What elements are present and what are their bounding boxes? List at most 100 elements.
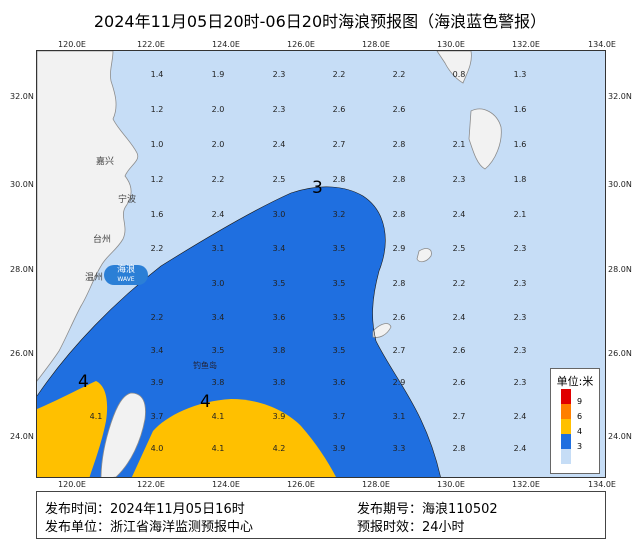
wave-height-value: 1.2 (150, 175, 164, 184)
legend-label: 9 (577, 397, 583, 406)
wave-height-value: 2.3 (513, 378, 527, 387)
wave-height-value: 2.3 (272, 105, 286, 114)
wave-height-value: 2.0 (211, 140, 225, 149)
wave-height-value: 3.1 (392, 412, 406, 421)
wave-height-value: 4.0 (150, 444, 164, 453)
wave-height-value: 3.9 (150, 378, 164, 387)
wave-height-value: 3.5 (332, 313, 346, 322)
ryukyu-island (372, 323, 392, 338)
y-tick: 24.0N (608, 432, 632, 441)
wave-height-value: 3.5 (332, 279, 346, 288)
legend-item: 6 (557, 404, 599, 421)
wave-height-value: 3.7 (332, 412, 346, 421)
legend-items: 9 6 4 3 (551, 389, 599, 464)
legend-label: 6 (577, 412, 583, 421)
x-tick: 130.0E (437, 40, 465, 49)
wave-height-value: 0.8 (452, 70, 466, 79)
place-label: 嘉兴 (96, 157, 115, 167)
wave-height-value: 1.2 (150, 105, 164, 114)
wave-height-value: 2.5 (452, 244, 466, 253)
wave-height-value: 2.3 (513, 346, 527, 355)
wave-height-value: 3.1 (211, 244, 225, 253)
wave-height-value: 1.6 (150, 210, 164, 219)
place-label: 温州 (85, 273, 104, 283)
x-tick: 134.0E (588, 40, 616, 49)
wave-zone-4m-west (37, 381, 108, 477)
legend-swatch (561, 419, 571, 434)
wave-height-value: 2.6 (452, 346, 466, 355)
wave-height-value: 2.8 (392, 279, 406, 288)
wave-height-value: 3.3 (392, 444, 406, 453)
map-canvas (37, 51, 605, 477)
wave-height-value: 2.4 (513, 412, 527, 421)
wave-height-value: 1.6 (513, 105, 527, 114)
contour-label: 4 (200, 392, 211, 412)
place-label: 宁波 (118, 195, 137, 205)
taiwan-land (100, 392, 146, 477)
publish-unit: 发布单位：浙江省海洋监测预报中心 (45, 520, 254, 535)
wave-height-value: 3.7 (150, 412, 164, 421)
logo-subtext: WAVE (117, 276, 135, 283)
x-tick: 122.0E (137, 40, 165, 49)
y-tick: 26.0N (10, 349, 34, 358)
x-tick: 120.0E (58, 40, 86, 49)
wave-height-value: 1.9 (211, 70, 225, 79)
wave-height-value: 3.2 (332, 210, 346, 219)
wave-height-value: 3.5 (211, 346, 225, 355)
wave-height-value: 2.6 (452, 378, 466, 387)
place-label: 钓鱼岛 (193, 361, 217, 370)
x-tick: 134.0E (588, 480, 616, 489)
wave-height-value: 2.4 (513, 444, 527, 453)
wave-height-value: 2.1 (513, 210, 527, 219)
wave-height-value: 2.3 (272, 70, 286, 79)
wave-height-value: 3.5 (332, 244, 346, 253)
legend-swatch (561, 404, 571, 419)
wave-logo: 海浪 WAVE (104, 265, 148, 285)
x-tick: 132.0E (512, 40, 540, 49)
place-label: 台州 (93, 235, 112, 245)
wave-height-value: 1.6 (513, 140, 527, 149)
wave-height-value: 3.6 (272, 313, 286, 322)
wave-height-value: 3.8 (211, 378, 225, 387)
wave-height-value: 2.6 (392, 313, 406, 322)
wave-zone-4m-east (131, 399, 336, 477)
wave-height-value: 2.4 (452, 313, 466, 322)
y-tick: 24.0N (10, 432, 34, 441)
wave-height-value: 3.9 (272, 412, 286, 421)
y-tick: 32.0N (608, 92, 632, 101)
legend-item: 4 (557, 419, 599, 436)
legend-swatch (561, 449, 571, 464)
legend-label: 4 (577, 427, 583, 436)
wave-height-value: 3.5 (332, 346, 346, 355)
x-tick: 128.0E (362, 480, 390, 489)
wave-height-value: 2.6 (392, 105, 406, 114)
wave-height-value: 3.8 (272, 346, 286, 355)
wave-height-value: 4.1 (211, 444, 225, 453)
legend-swatch (561, 434, 571, 449)
legend: 单位:米 9 6 4 3 (550, 368, 600, 474)
wave-height-value: 2.8 (392, 140, 406, 149)
mainland-land (37, 51, 139, 382)
wave-height-value: 4.2 (272, 444, 286, 453)
info-footer: 发布时间：2024年11月05日16时 发布单位：浙江省海洋监测预报中心 发布期… (36, 491, 606, 539)
wave-height-value: 2.2 (452, 279, 466, 288)
wave-height-value: 3.9 (332, 444, 346, 453)
x-tick: 128.0E (362, 40, 390, 49)
wave-height-value: 1.3 (513, 70, 527, 79)
wave-height-value: 2.6 (332, 105, 346, 114)
map-title: 2024年11月05日20时-06日20时海浪预报图（海浪蓝色警报） (93, 12, 547, 31)
wave-height-value: 4.1 (211, 412, 225, 421)
legend-label: 3 (577, 442, 583, 451)
valid-period: 预报时效：24小时 (357, 520, 465, 535)
legend-swatch (561, 389, 571, 404)
contour-label: 4 (78, 372, 89, 392)
contour-label: 3 (312, 178, 323, 198)
wave-height-value: 2.3 (513, 244, 527, 253)
x-tick: 126.0E (287, 40, 315, 49)
wave-height-value: 3.0 (211, 279, 225, 288)
wave-height-value: 3.4 (150, 346, 164, 355)
wave-height-value: 4.1 (89, 412, 103, 421)
x-tick: 130.0E (437, 480, 465, 489)
wave-height-value: 2.7 (392, 346, 406, 355)
korea-land (436, 51, 472, 84)
